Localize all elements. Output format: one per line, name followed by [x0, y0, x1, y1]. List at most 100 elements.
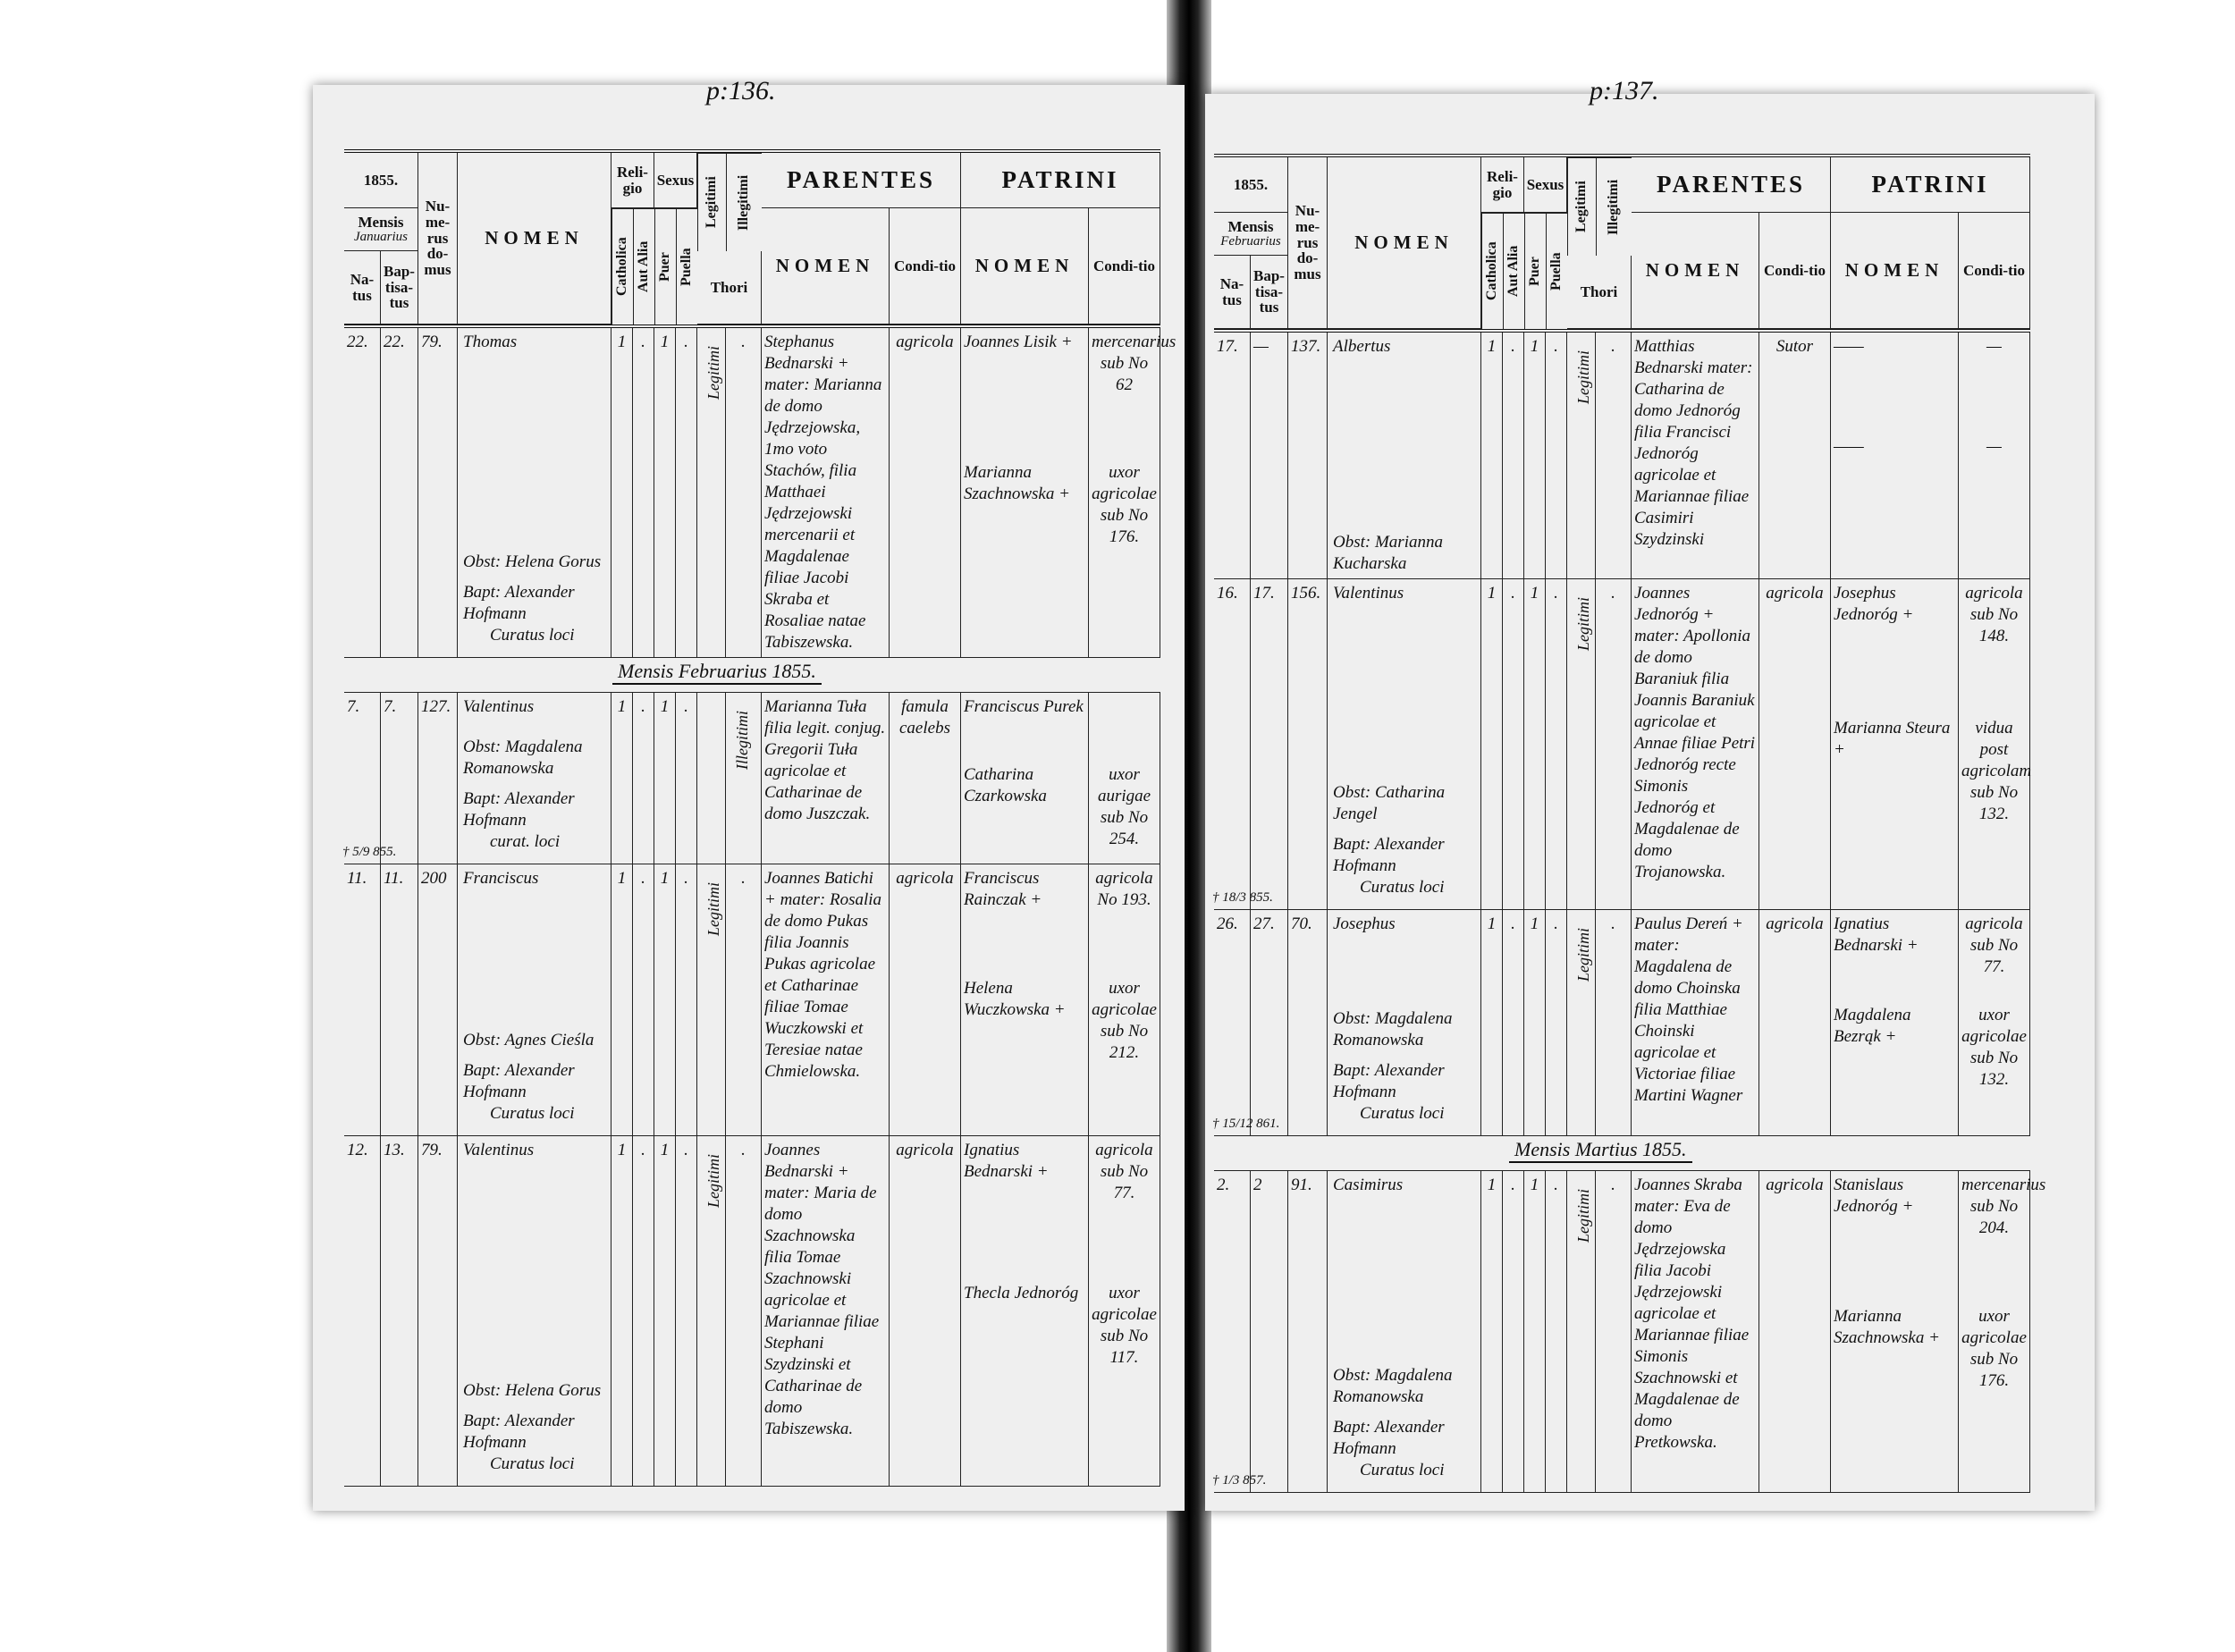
legitimacy-note: Legitimi	[704, 882, 722, 937]
baptizer: Bapt: Alexander Hofmann Curatus loci	[1333, 1060, 1475, 1132]
legitimi-cell	[697, 693, 726, 864]
month-name: Januarius	[354, 229, 408, 244]
register-entry: 12. 13. 79. Valentinus Obst: Helena Gorus Bap…	[344, 1136, 1160, 1487]
year-header: 1855.	[1214, 157, 1288, 213]
house-number: 79.	[421, 333, 443, 351]
baptizer-title: curat. loci	[490, 832, 561, 851]
midwife: Obst: Catharina Jengel	[1333, 783, 1446, 823]
puella-mark: .	[676, 864, 697, 1135]
legitimi-cell: Legitimi	[1567, 579, 1596, 909]
right-page: p:137. 1855. Mensis Februarius Na-tus Bap-tis…	[1205, 76, 2095, 1511]
aut-alia-mark: .	[1503, 910, 1524, 1135]
catholica-mark: 1	[1481, 579, 1503, 909]
month-section-divider: Mensis Februarius 1855.	[344, 658, 1160, 693]
house-number-cell: 156.	[1288, 579, 1328, 909]
illegitimi-cell: .	[1596, 910, 1632, 1135]
register-entry: 16. † 18/3 855. 17. 156. Valentinus Obst: Cat…	[1212, 579, 2031, 910]
mensis-label: Mensis	[1227, 217, 1274, 235]
godparent-2: Marianna Steura +	[1834, 719, 1951, 759]
house-number: 200	[421, 869, 447, 888]
child-name-cell: Franciscus Obst: Agnes Cieśla Bapt: Alexan…	[458, 864, 611, 1135]
godparent-1: Ignatius Bednarski +	[964, 1141, 1049, 1181]
baptizer: Bapt: Alexander Hofmann curat. loci	[463, 788, 605, 860]
register-entry: 2. † 1/3 857. 2 91. Casimirus Obst: Magdalena…	[1212, 1171, 2045, 1493]
baptizer-title: Curatus loci	[1360, 1461, 1445, 1479]
godparent-1: ——	[1834, 337, 1864, 356]
baptizer-title: Curatus loci	[1360, 1104, 1445, 1123]
parents-condition: agricola	[1759, 910, 1831, 1135]
aut-alia-mark: .	[1503, 579, 1524, 909]
child-name: Valentinus	[1333, 584, 1404, 603]
table-header: 1855. Mensis Februarius Na-tus Bap-tisa-tus N…	[1214, 157, 2030, 333]
house-number: 70.	[1291, 914, 1312, 933]
aut-alia-mark: .	[633, 328, 654, 657]
baptism-date-cell: —	[1251, 333, 1288, 578]
catholica-header: Catholica	[611, 208, 633, 324]
child-name: Franciscus	[463, 869, 539, 888]
baptizer-title: Curatus loci	[490, 1104, 575, 1123]
legitimi-cell: Legitimi	[1567, 910, 1596, 1135]
godparents-names: Ignatius Bednarski + Thecla Jednoróg	[961, 1136, 1089, 1486]
godparent-1: Franciscus Rainczak +	[964, 869, 1042, 909]
godparent-2-condition: uxor agricolae sub No 212.	[1092, 979, 1157, 1062]
legitimacy-note: Legitimi	[1574, 597, 1592, 652]
legitimi-cell: Legitimi	[697, 328, 726, 657]
natus-date-cell: 2. † 1/3 857.	[1212, 1171, 1266, 1492]
parentes-nomen-header: NOMEN	[1632, 213, 1759, 329]
house-number-cell: 137.	[1288, 333, 1328, 578]
puer-mark: 1	[1524, 1171, 1546, 1492]
baptism-date: 22.	[384, 333, 405, 351]
catholica-mark: 1	[611, 864, 633, 1135]
table-header: 1855. Mensis Januarius Na-tus Bap-tisa-tus Nu…	[344, 153, 1160, 328]
catholica-mark: 1	[611, 1136, 633, 1486]
illegitimacy-note: Illegitimi	[733, 711, 751, 770]
godparents-names: Franciscus Rainczak + Helena Wuczkowska +	[961, 864, 1089, 1135]
house-number-cell: 79.	[418, 1136, 458, 1486]
baptism-date-cell: 13.	[381, 1136, 418, 1486]
baptizer: Bapt: Alexander Hofmann Curatus loci	[463, 1060, 605, 1132]
godparents-condition: mercenarius sub No 204. uxor agricolae su…	[1959, 1171, 2045, 1492]
house-number: 156.	[1291, 584, 1321, 603]
natus-date: 16.	[1217, 584, 1238, 603]
godparents-names: —— ——	[1831, 333, 1959, 578]
baptism-date: —	[1253, 337, 1269, 356]
thori-header: Thori	[697, 251, 762, 324]
parentes-nomen-header: NOMEN	[762, 208, 890, 324]
godparents-condition: agricola No 193. uxor agricolae sub No 21…	[1089, 864, 1160, 1135]
legitimi-header: Legitimi	[697, 153, 726, 251]
godparents-condition: uxor aurigae sub No 254.	[1089, 693, 1160, 864]
section-title: Mensis Februarius 1855.	[612, 660, 822, 685]
parentes-header: PARENTES	[762, 153, 961, 208]
godparent-2: Helena Wuczkowska +	[964, 979, 1066, 1019]
natus-date-cell: 16. † 18/3 855.	[1212, 579, 1273, 909]
left-page: p:136. 1855. Mensis Januarius Na-tus Bap-tisa…	[313, 76, 1185, 1511]
puer-mark: 1	[654, 693, 676, 864]
baptism-date-cell: 22.	[381, 328, 418, 657]
house-number: 91.	[1291, 1176, 1312, 1194]
section-title: Mensis Martius 1855.	[1509, 1138, 1692, 1163]
child-name: Valentinus	[463, 1141, 535, 1159]
death-note: † 15/12 861.	[1212, 1117, 1280, 1131]
legitimacy-note: Legitimi	[704, 1154, 722, 1209]
baptizer-name: Bapt: Alexander Hofmann	[1333, 1061, 1445, 1101]
aut-alia-header: Aut Alia	[633, 208, 654, 324]
baptizer-name: Bapt: Alexander Hofmann	[463, 789, 575, 830]
catholica-mark: 1	[611, 328, 633, 657]
puella-header: Puella	[676, 208, 697, 324]
godparents-condition: mercenarius sub No 62 uxor agricolae sub …	[1089, 328, 1177, 657]
godparent-2-condition: uxor agricolae sub No 117.	[1092, 1284, 1157, 1367]
godparent-1-condition: mercenarius sub No 62	[1092, 333, 1177, 394]
godparent-1-condition: agricola No 193.	[1095, 869, 1153, 909]
godparent-1-condition: —	[1986, 337, 2002, 356]
aut-alia-mark: .	[633, 864, 654, 1135]
puella-mark: .	[676, 693, 697, 864]
baptizer-name: Bapt: Alexander Hofmann	[1333, 835, 1445, 875]
midwife: Obst: Magdalena Romanowska	[1333, 1009, 1453, 1049]
patrini-nomen-header: NOMEN	[961, 208, 1089, 324]
midwife: Obst: Helena Gorus	[463, 1381, 602, 1400]
parents-names: Joannes Skraba mater: Eva de domo Jędrze…	[1632, 1171, 1759, 1492]
baptizer-name: Bapt: Alexander Hofmann	[463, 583, 575, 623]
legitimi-cell: Legitimi	[697, 1136, 726, 1486]
house-number-cell: 91.	[1288, 1171, 1328, 1492]
natus-header: Na-tus	[344, 251, 381, 324]
